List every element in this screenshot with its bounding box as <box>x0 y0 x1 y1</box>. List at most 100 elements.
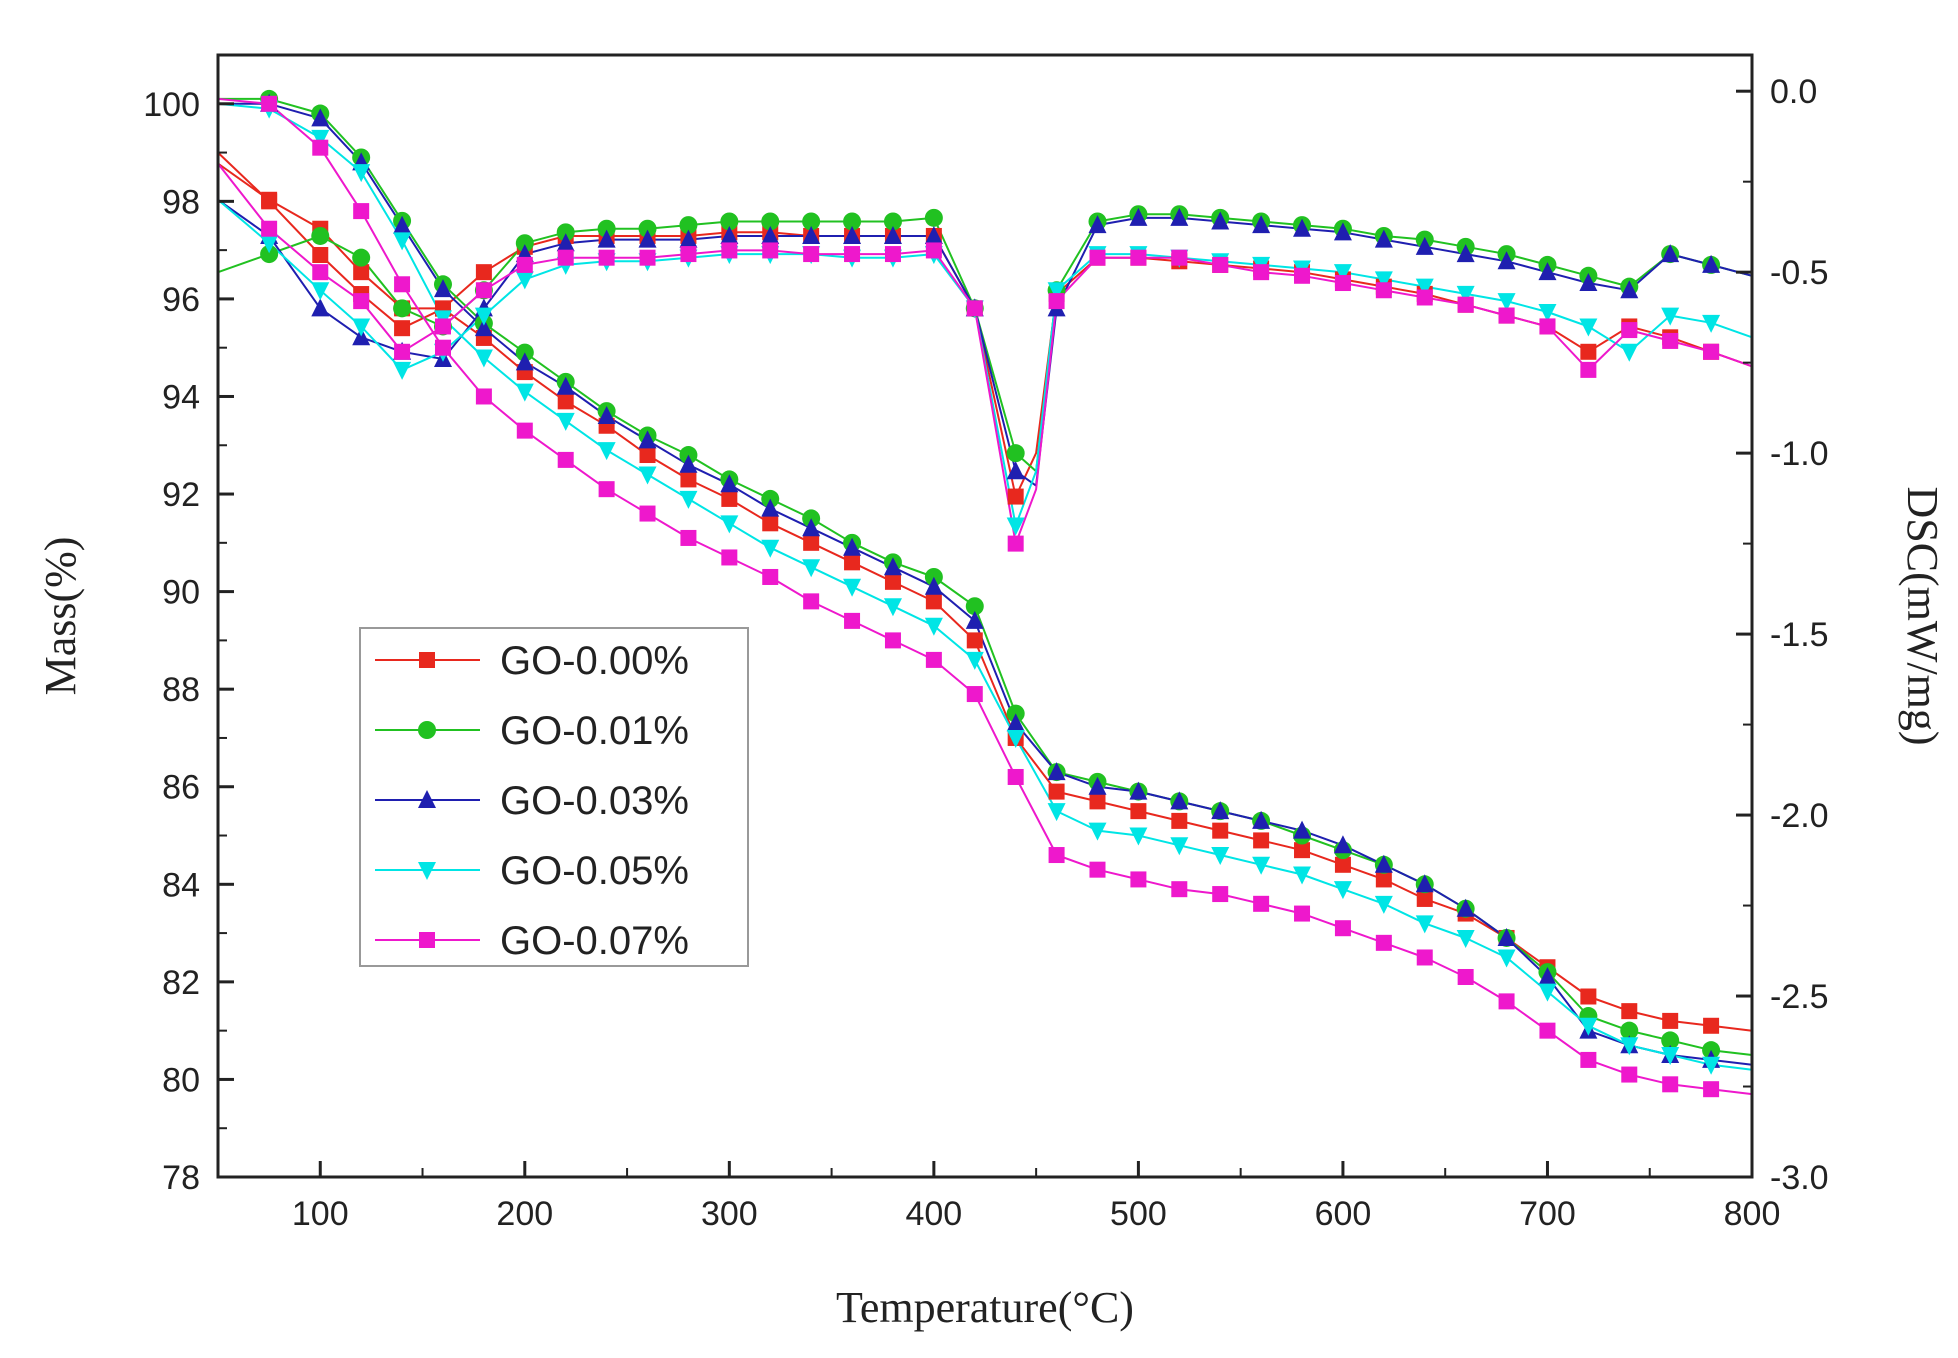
y-axis-title-left: Mass(%) <box>36 537 85 696</box>
tga-point-go-0-03 <box>1456 898 1475 917</box>
y-tick-label: 98 <box>162 183 200 221</box>
y-tick-label: 88 <box>162 671 200 709</box>
x-tick-label: 700 <box>1519 1195 1576 1233</box>
dsc-point-go-0-05 <box>1538 303 1557 322</box>
legend-label-go-0-03: GO-0.03% <box>500 779 689 823</box>
dsc-point-go-0-07 <box>639 249 656 266</box>
tga-point-go-0-07 <box>1089 861 1106 878</box>
dsc-point-go-0-05 <box>515 271 534 290</box>
legend-label-go-0-07: GO-0.07% <box>500 919 689 963</box>
y-tick-label: 100 <box>143 86 200 124</box>
x-tick-label: 400 <box>905 1195 962 1233</box>
y-tick-label: 92 <box>162 476 200 514</box>
tga-point-go-0-05 <box>515 383 534 402</box>
dsc-point-go-0-07 <box>1212 256 1229 273</box>
tga-point-go-0-01 <box>1620 1021 1639 1040</box>
tga-point-go-0-07 <box>1007 768 1024 785</box>
dsc-point-go-0-01 <box>802 212 821 231</box>
tga-point-go-0-05 <box>679 490 698 509</box>
dsc-point-go-0-01 <box>515 234 534 253</box>
dsc-point-go-0-03 <box>1497 251 1516 270</box>
dsc-point-go-0-05 <box>393 361 412 380</box>
tga-point-go-0-00 <box>1662 1012 1679 1029</box>
dsc-point-go-0-07 <box>394 343 411 360</box>
legend-marker-go-0-03 <box>418 790 436 808</box>
tga-point-go-0-07 <box>312 139 329 156</box>
tga-point-go-0-05 <box>1456 929 1475 948</box>
tga-point-go-0-03 <box>474 318 493 337</box>
tga-point-go-0-05 <box>311 129 330 148</box>
tga-point-go-0-01 <box>965 597 984 616</box>
dsc-point-go-0-01 <box>679 216 698 235</box>
tga-point-go-0-03 <box>1129 781 1148 800</box>
dsc-point-go-0-01 <box>883 212 902 231</box>
dsc-point-go-0-03 <box>311 298 330 317</box>
y-tick-label: 86 <box>162 769 200 807</box>
tga-point-go-0-03 <box>597 405 616 424</box>
tga-point-go-0-05 <box>1579 1017 1598 1036</box>
y-axis-title-right: DSC(mW/mg) <box>1898 486 1947 745</box>
x-tick-label: 600 <box>1315 1195 1372 1233</box>
dsc-point-go-0-07 <box>598 249 615 266</box>
tga-point-go-0-07 <box>1703 1081 1720 1098</box>
dsc-point-go-0-07 <box>1375 282 1392 299</box>
y-tick-label: 84 <box>162 866 200 904</box>
tga-point-go-0-07 <box>844 612 861 629</box>
x-tick-label: 300 <box>701 1195 758 1233</box>
y2-tick-label: -2.0 <box>1770 797 1829 835</box>
tga-point-go-0-05 <box>393 232 412 251</box>
dsc-point-go-0-03 <box>1293 218 1312 237</box>
tga-point-go-0-03 <box>1170 791 1189 810</box>
y-tick-label: 82 <box>162 964 200 1002</box>
tga-point-go-0-00 <box>1048 783 1065 800</box>
tga-point-go-0-05 <box>1211 847 1230 866</box>
tga-point-go-0-05 <box>1620 1037 1639 1056</box>
tga-point-go-0-05 <box>1374 895 1393 914</box>
x-axis-title: Temperature(°C) <box>836 1283 1134 1332</box>
y2-tick-label: -1.5 <box>1770 616 1829 654</box>
tga-point-go-0-07 <box>966 686 983 703</box>
dsc-point-go-0-05 <box>1456 285 1475 304</box>
tga-point-go-0-07 <box>639 505 656 522</box>
dsc-point-go-0-03 <box>1129 207 1148 226</box>
tga-point-go-0-00 <box>1212 822 1229 839</box>
dsc-point-go-0-01 <box>597 219 616 238</box>
tga-point-go-0-03 <box>761 498 780 517</box>
tga-point-go-0-07 <box>1457 968 1474 985</box>
tga-point-go-0-05 <box>1088 822 1107 841</box>
tga-point-go-0-03 <box>843 537 862 556</box>
dsc-point-go-0-01 <box>720 212 739 231</box>
tga-point-go-0-00 <box>762 515 779 532</box>
tga-point-go-0-00 <box>1294 842 1311 859</box>
dsc-point-go-0-05 <box>1415 278 1434 297</box>
dsc-point-go-0-07 <box>1130 249 1147 266</box>
dsc-point-go-0-05 <box>1702 314 1721 333</box>
dsc-point-go-0-07 <box>1621 322 1638 339</box>
tga-point-go-0-03 <box>965 610 984 629</box>
tga-point-go-0-07 <box>598 481 615 498</box>
dsc-point-go-0-00 <box>475 264 492 281</box>
tga-point-go-0-05 <box>1661 1047 1680 1066</box>
dsc-point-go-0-03 <box>761 225 780 244</box>
dsc-point-go-0-07 <box>1334 275 1351 292</box>
tga-point-go-0-07 <box>1498 993 1515 1010</box>
plot-frame <box>216 53 1754 1179</box>
dsc-point-go-0-01 <box>1006 444 1025 463</box>
tga-point-go-0-03 <box>1088 776 1107 795</box>
tga-point-go-0-00 <box>394 320 411 337</box>
dsc-point-go-0-05 <box>474 307 493 326</box>
tga-point-go-0-07 <box>557 451 574 468</box>
tga-point-go-0-03 <box>556 376 575 395</box>
dsc-point-go-0-03 <box>1333 222 1352 241</box>
tga-point-go-0-07 <box>721 549 738 566</box>
dsc-point-go-0-03 <box>1211 211 1230 230</box>
tga-point-go-0-05 <box>883 598 902 617</box>
tga-point-go-0-07 <box>803 593 820 610</box>
dsc-point-go-0-07 <box>353 293 370 310</box>
dsc-point-go-0-01 <box>761 212 780 231</box>
tga-point-go-0-07 <box>1294 905 1311 922</box>
dsc-point-go-0-03 <box>883 225 902 244</box>
tga-point-go-0-00 <box>966 632 983 649</box>
